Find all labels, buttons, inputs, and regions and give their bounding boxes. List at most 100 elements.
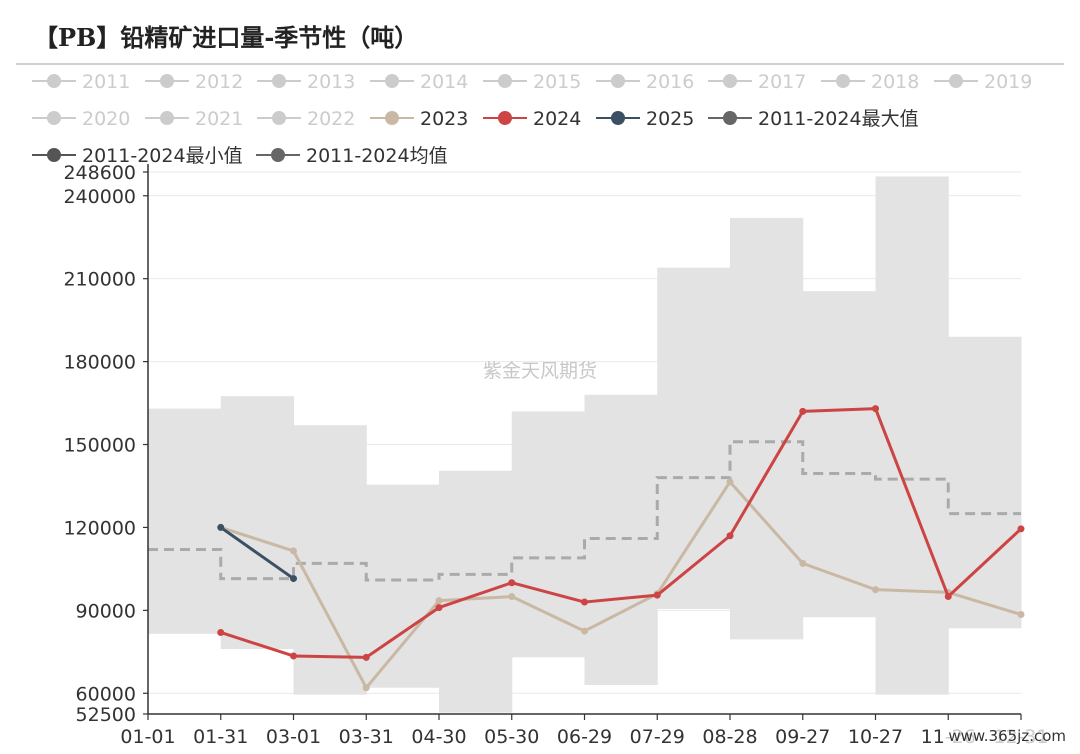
band-segment <box>148 408 222 634</box>
series-line-2024 <box>220 407 1023 659</box>
data-point-2024 <box>799 407 807 415</box>
x-tick-label: 04-30 <box>411 726 466 748</box>
legend-item-2011-2024最小值: 2011-2024最小值 <box>32 145 243 167</box>
data-point-2025 <box>217 523 225 531</box>
legend-label: 2011-2024最小值 <box>82 145 243 167</box>
x-tick-label: 08-28 <box>702 726 757 748</box>
legend-label: 2013 <box>307 71 355 93</box>
legend-swatch-marker <box>271 148 285 162</box>
legend-label: 2015 <box>533 71 581 93</box>
x-tick-label: 06-29 <box>557 726 612 748</box>
y-tick-label: 240000 <box>63 186 136 208</box>
legend-item-2022: 2022 <box>257 108 355 130</box>
data-point-2024 <box>217 628 225 636</box>
legend-swatch-marker <box>949 74 963 88</box>
legend-item-2012: 2012 <box>145 71 243 93</box>
y-tick-label: 90000 <box>76 600 136 622</box>
legend-item-2013: 2013 <box>257 71 355 93</box>
y-tick-label: 52500 <box>76 704 136 726</box>
legend-swatch-marker <box>47 111 61 125</box>
legend-swatch-marker <box>385 111 399 125</box>
legend-swatch-marker <box>723 111 737 125</box>
data-point-2023 <box>290 547 297 555</box>
band-segment <box>511 411 585 658</box>
legend-label: 2011 <box>82 71 130 93</box>
legend-label: 2025 <box>646 108 694 130</box>
legend-label: 2023 <box>420 108 468 130</box>
legend-item-2016: 2016 <box>596 71 694 93</box>
legend-swatch-marker <box>385 74 399 88</box>
legend-swatch-marker <box>498 111 512 125</box>
series-lines <box>217 405 1025 692</box>
legend-label: 2014 <box>420 71 468 93</box>
data-point-2024 <box>944 593 952 601</box>
x-tick-label: 07-29 <box>630 726 685 748</box>
data-point-2024 <box>653 591 661 599</box>
legend-swatch-marker <box>272 74 286 88</box>
data-point-2025 <box>290 575 297 583</box>
legend-label: 2022 <box>307 108 355 130</box>
y-tick-label: 120000 <box>63 517 136 539</box>
band-segment <box>948 336 1022 629</box>
data-point-2024 <box>362 653 370 661</box>
band-segment <box>293 425 367 695</box>
data-point-2023 <box>799 559 807 567</box>
legend-swatch-marker <box>611 74 625 88</box>
legend-swatch-marker <box>498 74 512 88</box>
legend-item-2015: 2015 <box>483 71 581 93</box>
legend-item-2019: 2019 <box>934 71 1032 93</box>
series-line-2023 <box>220 480 1022 690</box>
legend-item-2011-2024最大值: 2011-2024最大值 <box>708 108 919 130</box>
legend-label: 2021 <box>195 108 243 130</box>
band-segment <box>875 176 949 695</box>
data-point-2023 <box>726 478 734 486</box>
band-segment <box>439 470 513 713</box>
chart-title: 【PB】铅精矿进口量-季节性（吨） <box>34 23 419 52</box>
data-point-2023 <box>872 586 879 594</box>
legend-swatch-marker <box>836 74 850 88</box>
x-tick-label: 05-30 <box>484 726 539 748</box>
legend-swatch-marker <box>723 74 737 88</box>
legend-swatch-marker <box>47 74 61 88</box>
y-tick-label: 210000 <box>63 269 136 291</box>
band-segment <box>657 267 731 609</box>
title-divider <box>16 63 1064 65</box>
x-tick-label: 01-01 <box>120 726 175 748</box>
legend-label: 2018 <box>871 71 919 93</box>
data-point-2024 <box>435 604 443 612</box>
legend-item-2011: 2011 <box>32 71 130 93</box>
data-point-2024 <box>1017 525 1025 533</box>
legend-label: 2011-2024均值 <box>306 145 448 167</box>
average-step-line <box>148 440 1021 582</box>
legend-label: 2017 <box>758 71 806 93</box>
legend-item-2021: 2021 <box>145 108 243 130</box>
x-tick-label: 01-31 <box>193 726 248 748</box>
data-point-2024 <box>872 405 879 413</box>
x-tick-label: 03-31 <box>339 726 394 748</box>
band-segment <box>366 484 440 688</box>
min-max-band <box>148 176 1022 713</box>
legend-label: 2019 <box>984 71 1032 93</box>
legend-item-2017: 2017 <box>708 71 806 93</box>
y-tick-label: 150000 <box>63 435 136 457</box>
band-segment <box>802 291 876 618</box>
y-tick-label: 180000 <box>63 352 136 374</box>
data-point-2023 <box>435 597 443 605</box>
data-point-2024 <box>290 652 297 660</box>
legend-swatch-marker <box>47 148 61 162</box>
data-point-2024 <box>726 532 734 540</box>
legend-item-2024: 2024 <box>483 108 581 130</box>
legend-label: 2020 <box>82 108 130 130</box>
legend-swatch-marker <box>272 111 286 125</box>
legend-item-2020: 2020 <box>32 108 130 130</box>
data-point-2024 <box>508 579 516 587</box>
x-tick-label: 09-27 <box>775 726 830 748</box>
legend-label: 2016 <box>646 71 694 93</box>
data-point-2023 <box>1017 610 1025 618</box>
data-point-2023 <box>581 627 588 635</box>
legend-item-2011-2024均值: 2011-2024均值 <box>256 145 448 167</box>
data-point-2023 <box>362 684 370 692</box>
legend-item-2023: 2023 <box>370 108 468 130</box>
